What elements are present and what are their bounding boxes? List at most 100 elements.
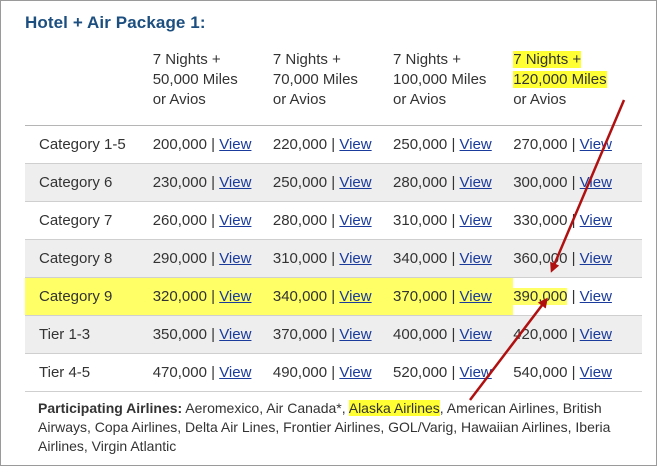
view-link[interactable]: View xyxy=(339,136,372,153)
separator: | xyxy=(571,136,576,153)
price-cell: 280,000 | View xyxy=(393,163,514,202)
price-value: 220,000 xyxy=(272,136,328,153)
price-cell: 260,000 | View xyxy=(152,201,273,240)
table-row: Category 8 290,000 | View 310,000 | View 34… xyxy=(25,239,642,278)
price-value: 200,000 xyxy=(152,136,207,153)
price-value: 350,000 xyxy=(152,326,207,343)
view-link[interactable]: View xyxy=(579,250,612,267)
package-title: Hotel + Air Package 1: xyxy=(25,13,206,32)
price-value: 420,000 xyxy=(513,326,568,343)
view-link[interactable]: View xyxy=(459,212,492,229)
header-col-4: 7 Nights + 120,000 Miles or Avios xyxy=(513,44,642,126)
price-value: 360,000 xyxy=(513,250,568,267)
view-link[interactable]: View xyxy=(339,174,372,191)
price-cell: 300,000 | View xyxy=(513,163,642,202)
separator: | xyxy=(571,250,576,267)
price-value: 250,000 xyxy=(272,174,328,191)
price-cell: 230,000 | View xyxy=(152,163,273,202)
view-link[interactable]: View xyxy=(219,174,252,191)
airlines-list-start: Aeromexico, Air Canada*, xyxy=(182,400,349,416)
price-cell: 280,000 | View xyxy=(272,201,394,240)
separator: | xyxy=(451,288,456,305)
view-link[interactable]: View xyxy=(219,212,252,229)
price-cell: 270,000 | View xyxy=(513,125,642,164)
row-label: Category 9 xyxy=(25,277,153,316)
price-cell: 360,000 | View xyxy=(513,239,642,278)
view-link[interactable]: View xyxy=(219,250,252,267)
price-cell: 420,000 | View xyxy=(513,315,642,354)
row-label: Category 8 xyxy=(25,239,153,278)
view-link[interactable]: View xyxy=(459,250,492,267)
separator: | xyxy=(331,326,336,343)
price-value: 540,000 xyxy=(513,364,568,381)
view-link[interactable]: View xyxy=(459,174,492,191)
price-value: 250,000 xyxy=(393,136,448,153)
price-cell: 520,000 | View xyxy=(393,353,514,392)
row-label: Tier 4-5 xyxy=(25,353,153,392)
price-value: 400,000 xyxy=(393,326,448,343)
header-col-3: 7 Nights +100,000 Miles or Avios xyxy=(393,51,487,108)
airlines-label: Participating Airlines: xyxy=(38,400,183,416)
price-value: 290,000 xyxy=(152,250,207,267)
view-link[interactable]: View xyxy=(579,326,612,343)
price-cell: 340,000 | View xyxy=(393,239,514,278)
view-link[interactable]: View xyxy=(219,136,252,153)
price-cell: 320,000 | View xyxy=(152,277,273,316)
row-label: Category 6 xyxy=(25,163,153,202)
table-row: Tier 1-3 350,000 | View 370,000 | View 400,… xyxy=(25,315,642,354)
separator: | xyxy=(331,250,336,267)
view-link[interactable]: View xyxy=(459,326,492,343)
separator: | xyxy=(451,250,456,267)
view-link[interactable]: View xyxy=(459,288,492,305)
table-row: Category 9 320,000 | View 340,000 | View 37… xyxy=(25,277,642,316)
separator: | xyxy=(331,136,336,153)
view-link[interactable]: View xyxy=(579,212,612,229)
view-link[interactable]: View xyxy=(339,326,372,343)
price-value: 390,000 xyxy=(513,288,568,305)
view-link[interactable]: View xyxy=(579,288,612,305)
row-label: Category 1-5 xyxy=(25,125,153,164)
separator: | xyxy=(331,174,336,191)
view-link[interactable]: View xyxy=(339,288,372,305)
price-value: 340,000 xyxy=(393,250,448,267)
view-link[interactable]: View xyxy=(459,136,492,153)
view-link[interactable]: View xyxy=(219,326,252,343)
separator: | xyxy=(451,174,456,191)
separator: | xyxy=(571,326,576,343)
table-row: Tier 4-5 470,000 | View 490,000 | View 520,… xyxy=(25,353,642,392)
price-value: 270,000 xyxy=(513,136,568,153)
separator: | xyxy=(331,288,336,305)
price-cell: 330,000 | View xyxy=(513,201,642,240)
view-link[interactable]: View xyxy=(579,136,612,153)
price-cell: 250,000 | View xyxy=(272,163,394,202)
row-label: Category 7 xyxy=(25,201,153,240)
price-value: 490,000 xyxy=(272,364,328,381)
price-value: 370,000 xyxy=(393,288,448,305)
price-value: 520,000 xyxy=(393,364,448,381)
view-link[interactable]: View xyxy=(459,364,492,381)
price-value: 260,000 xyxy=(152,212,207,229)
header-col-2: 7 Nights +70,000 Miles or Avios xyxy=(272,51,358,108)
price-cell: 310,000 | View xyxy=(393,201,514,240)
separator: | xyxy=(211,364,216,381)
price-cell: 470,000 | View xyxy=(152,353,273,392)
view-link[interactable]: View xyxy=(219,364,252,381)
separator: | xyxy=(571,212,576,229)
view-link[interactable]: View xyxy=(579,364,612,381)
price-cell: 540,000 | View xyxy=(513,353,642,392)
participating-airlines: Participating Airlines: Aeromexico, Air … xyxy=(38,399,618,456)
price-cell: 400,000 | View xyxy=(393,315,514,354)
price-value: 280,000 xyxy=(393,174,448,191)
price-cell: 350,000 | View xyxy=(152,315,273,354)
view-link[interactable]: View xyxy=(339,212,372,229)
price-cell: 220,000 | View xyxy=(272,125,394,164)
view-link[interactable]: View xyxy=(339,364,372,381)
view-link[interactable]: View xyxy=(579,174,612,191)
separator: | xyxy=(211,250,216,267)
price-value: 370,000 xyxy=(272,326,328,343)
view-link[interactable]: View xyxy=(339,250,372,267)
header-col-4-line1: 7 Nights + xyxy=(513,51,582,68)
view-link[interactable]: View xyxy=(219,288,252,305)
airlines-list-end: , American Airlines, British Airways, Co… xyxy=(38,400,611,454)
table-row: Category 6 230,000 | View 250,000 | View 28… xyxy=(25,163,642,202)
